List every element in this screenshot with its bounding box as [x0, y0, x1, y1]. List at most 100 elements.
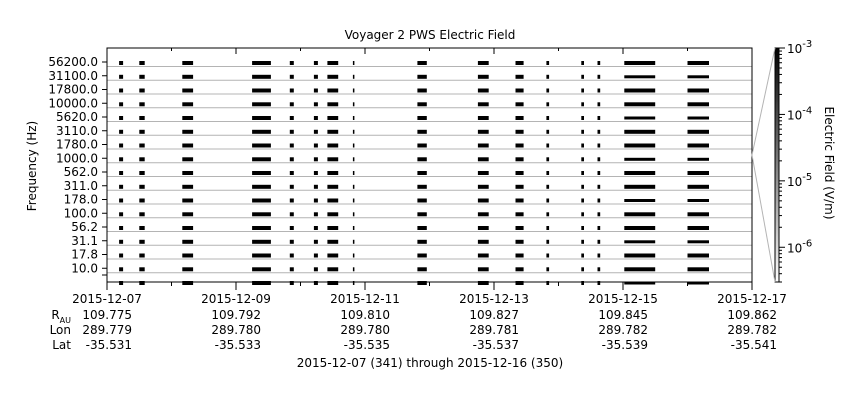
spectral-cell	[597, 253, 601, 258]
spectral-cell	[417, 253, 427, 258]
ephemeris-value: -35.535	[344, 338, 390, 352]
spectral-cell	[119, 143, 124, 148]
plot-frame	[106, 47, 753, 283]
spectral-cell	[313, 102, 318, 107]
observation-block	[352, 61, 355, 285]
spectral-cell	[477, 212, 489, 217]
spectral-cell	[546, 88, 550, 93]
spectral-cell	[581, 157, 584, 162]
spectral-cell	[252, 116, 271, 120]
spectral-cell	[687, 75, 709, 79]
spectral-cell	[546, 281, 550, 285]
observation-block	[313, 61, 318, 285]
spectral-cell	[139, 184, 145, 189]
spectral-cell	[417, 88, 427, 93]
x-tick-label: 2015-12-07	[72, 292, 142, 306]
spectral-cell	[289, 129, 294, 134]
colorbar-strip	[774, 47, 780, 283]
spectral-cell	[477, 157, 489, 162]
colorbar-connector	[751, 47, 776, 156]
spectral-cell	[352, 157, 355, 162]
spectral-cell	[327, 88, 339, 93]
spectral-cell	[477, 239, 489, 244]
ephemeris-value: 289.779	[82, 323, 132, 337]
spectral-cell	[289, 116, 294, 120]
spectral-cell	[327, 143, 339, 148]
spectral-cell	[624, 143, 656, 148]
spectral-cell	[687, 240, 709, 244]
spectral-cell	[624, 75, 656, 79]
spectral-cell	[515, 267, 524, 272]
spectral-cell	[687, 199, 709, 202]
y-tick-label: 3110.0	[56, 124, 98, 138]
y-tick-label: 178.0	[64, 193, 98, 207]
observation-block	[119, 61, 124, 285]
spectral-cell	[252, 157, 271, 162]
spectral-cell	[624, 267, 656, 272]
spectral-cell	[119, 198, 124, 203]
date-range-label: 2015-12-07 (341) through 2015-12-16 (350…	[297, 356, 563, 370]
observation-block	[624, 61, 656, 285]
spectral-cell	[352, 267, 355, 272]
spectral-cell	[313, 116, 318, 120]
spectral-cell	[417, 102, 427, 107]
y-tick-label: 31.1	[71, 234, 98, 248]
spectral-cell	[252, 129, 271, 134]
spectral-cell	[119, 212, 124, 217]
spectral-cell	[352, 212, 355, 217]
spectral-cell	[515, 116, 524, 120]
x-axis-ticks: 2015-12-07 2015-12-09 2015-12-11 2015-12-13…	[72, 48, 787, 306]
spectral-cell	[515, 281, 524, 285]
spectral-cell	[289, 239, 294, 244]
spectral-cell	[313, 157, 318, 162]
spectral-cell	[477, 253, 489, 258]
observation-block	[477, 61, 489, 285]
spectral-cell	[327, 226, 339, 230]
spectral-cell	[417, 129, 427, 134]
x-tick-label: 2015-12-13	[459, 292, 529, 306]
spectral-cell	[182, 171, 194, 175]
ephemeris-value: -35.533	[215, 338, 261, 352]
spectral-cell	[417, 61, 427, 65]
y-tick-label: 311.0	[64, 179, 98, 193]
spectral-cell	[313, 281, 318, 285]
spectral-cell	[313, 184, 318, 189]
spectral-cell	[352, 226, 355, 230]
spectral-cell	[581, 171, 584, 175]
observation-block	[182, 61, 194, 285]
spectral-cell	[252, 171, 271, 175]
spectral-cell	[477, 226, 489, 230]
observation-block	[546, 61, 550, 285]
observation-block	[417, 61, 427, 285]
colorbar-tick-label: 10-4	[787, 105, 812, 122]
spectral-cell	[289, 226, 294, 230]
spectral-cell	[477, 88, 489, 93]
spectral-cell	[597, 198, 601, 203]
spectral-cell	[624, 240, 656, 244]
spectral-cell	[119, 102, 124, 107]
spectral-cell	[581, 267, 584, 272]
spectral-cell	[417, 116, 427, 120]
spectral-cell	[139, 61, 145, 65]
spectral-cell	[581, 239, 584, 244]
spectral-cell	[182, 61, 194, 65]
y-tick-label: 56.2	[71, 220, 98, 234]
spectral-cell	[289, 61, 294, 65]
ephemeris-value: 289.781	[469, 323, 519, 337]
observation-block	[597, 61, 601, 285]
spectral-cell	[119, 61, 124, 65]
spectral-cell	[182, 281, 194, 285]
spectral-cell	[352, 129, 355, 134]
spectral-cell	[597, 61, 601, 65]
spectral-cell	[139, 88, 145, 93]
spectral-cell	[597, 88, 601, 93]
spectral-cell	[597, 267, 601, 272]
spectral-cell	[252, 184, 271, 189]
spectral-cell	[624, 88, 656, 93]
ephemeris-value: 109.792	[211, 308, 261, 322]
spectral-cell	[546, 226, 550, 230]
colorbar-label: Electric Field (V/m)	[822, 106, 836, 219]
spectral-cell	[477, 116, 489, 120]
spectral-cell	[515, 74, 524, 79]
spectral-cell	[182, 267, 194, 272]
